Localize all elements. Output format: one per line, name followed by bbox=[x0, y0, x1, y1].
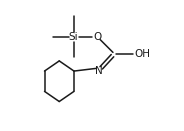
Text: O: O bbox=[93, 32, 101, 42]
Text: N: N bbox=[95, 66, 102, 76]
Text: Si: Si bbox=[69, 32, 78, 42]
Text: OH: OH bbox=[134, 49, 150, 59]
